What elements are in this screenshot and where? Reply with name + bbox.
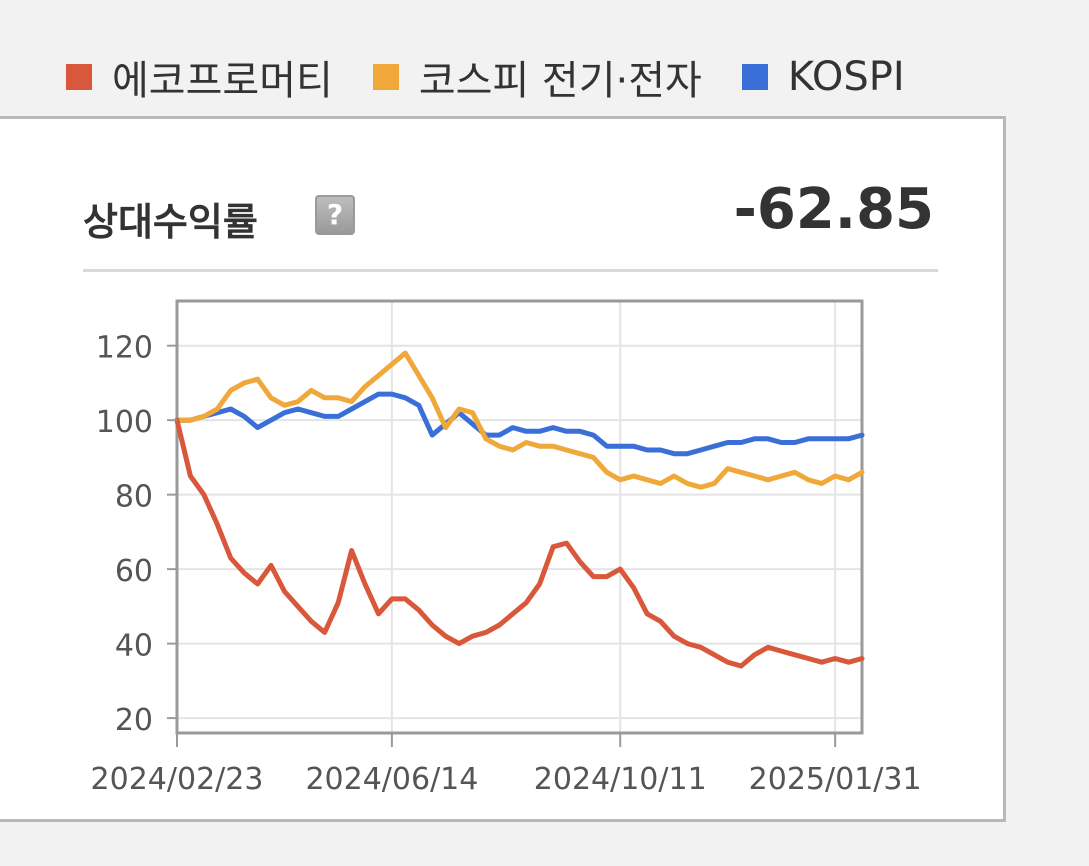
legend-label-kospi: KOSPI (787, 54, 905, 100)
x-tick-label: 2024/10/11 (534, 762, 707, 797)
chart-legend: 에코프로머티 코스피 전기·전자 KOSPI (66, 48, 945, 106)
series-line-2 (174, 391, 865, 457)
chart-series (174, 350, 865, 669)
series-line-0 (174, 417, 865, 669)
help-icon[interactable]: ? (315, 195, 355, 235)
legend-swatch-kospi-electronics (372, 64, 399, 90)
y-tick-label: 100 (96, 405, 153, 440)
relative-return-value: -62.85 (733, 177, 934, 242)
card-title: 상대수익률 (83, 200, 258, 244)
legend-swatch-kospi (741, 64, 768, 90)
legend-item-kospi: KOSPI (741, 54, 905, 100)
y-tick-label: 20 (115, 703, 153, 738)
y-tick-label: 40 (115, 629, 153, 664)
legend-label-ecopro-materials: 에코프로머티 (112, 58, 333, 104)
y-axis: 20 40 60 80 100 120 (96, 331, 177, 738)
x-tick-label: 2024/06/14 (305, 762, 478, 797)
x-axis: 2024/02/23 2024/06/14 2024/10/11 2025/01/31 (91, 733, 922, 797)
x-tick-label: 2024/02/23 (91, 762, 264, 797)
legend-swatch-ecopro-materials (66, 64, 92, 90)
series-line-1 (174, 350, 865, 490)
chart-grid (176, 301, 862, 733)
relative-return-card: 상대수익률 ? -62.85 20 40 60 80 100 120 2024/02/23… (0, 116, 1006, 822)
card-header: 상대수익률 ? -62.85 (83, 177, 938, 272)
legend-item-ecopro-materials: 에코프로머티 (66, 48, 333, 106)
x-tick-label: 2025/01/31 (749, 762, 922, 797)
y-tick-label: 60 (115, 554, 153, 589)
legend-label-kospi-electronics: 코스피 전기·전자 (418, 58, 702, 104)
legend-item-kospi-electronics: 코스피 전기·전자 (372, 48, 702, 106)
y-tick-label: 120 (96, 331, 153, 366)
y-tick-label: 80 (115, 480, 153, 515)
plot-frame (175, 299, 864, 735)
